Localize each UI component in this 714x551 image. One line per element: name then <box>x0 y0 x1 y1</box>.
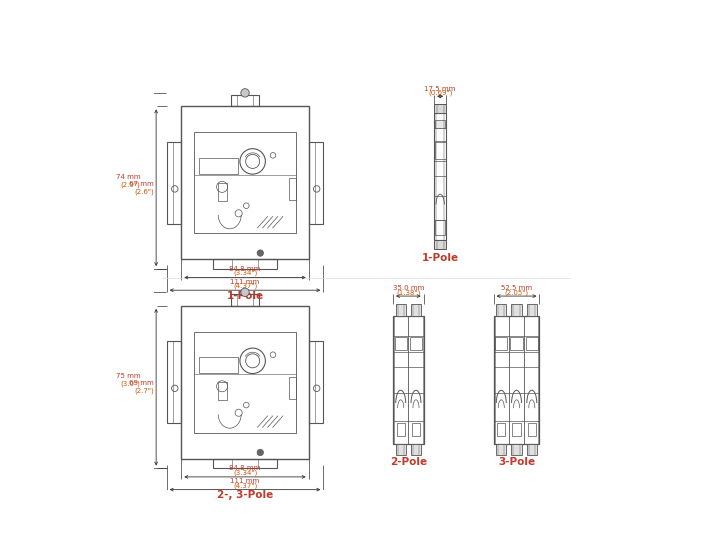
Text: (2.9"): (2.9") <box>121 181 141 188</box>
Bar <box>288 377 296 399</box>
Text: 1-Pole: 1-Pole <box>421 253 458 263</box>
Bar <box>199 357 238 373</box>
Text: 1-Pole: 1-Pole <box>226 291 263 301</box>
Bar <box>213 259 277 269</box>
Bar <box>527 304 537 316</box>
Bar <box>527 444 537 455</box>
Bar <box>411 444 421 455</box>
Bar <box>511 444 522 455</box>
Circle shape <box>241 89 249 97</box>
Bar <box>231 95 259 106</box>
Bar <box>434 240 446 249</box>
Bar <box>513 423 521 436</box>
Text: 111 mm: 111 mm <box>231 279 260 285</box>
Bar <box>396 304 406 316</box>
Text: (2.7"): (2.7") <box>134 388 154 394</box>
Text: (0.69"): (0.69") <box>428 90 453 96</box>
Text: 84.8 mm: 84.8 mm <box>229 466 261 472</box>
Text: 35.0 mm: 35.0 mm <box>393 285 424 291</box>
Bar <box>194 332 296 433</box>
Bar <box>412 423 421 436</box>
Bar <box>308 341 323 423</box>
Bar <box>181 106 308 259</box>
Bar <box>496 304 506 316</box>
Bar <box>218 183 226 201</box>
Bar <box>396 423 405 436</box>
Text: 67 mm: 67 mm <box>129 181 154 187</box>
Bar <box>181 306 308 458</box>
Bar <box>511 337 523 349</box>
Circle shape <box>257 449 263 456</box>
Bar <box>167 341 181 423</box>
Text: 69 mm: 69 mm <box>129 380 154 386</box>
Bar <box>434 113 446 240</box>
Bar <box>435 142 446 159</box>
Bar <box>411 304 421 316</box>
Text: 75 mm: 75 mm <box>116 374 141 380</box>
Bar <box>396 444 406 455</box>
Bar <box>393 316 423 444</box>
Text: (3.0"): (3.0") <box>121 381 141 387</box>
Bar <box>213 458 277 468</box>
Text: 2-, 3-Pole: 2-, 3-Pole <box>217 490 273 500</box>
Bar <box>395 337 407 349</box>
Bar <box>495 337 508 349</box>
Bar <box>528 423 536 436</box>
Circle shape <box>257 250 263 256</box>
Text: 84.8 mm: 84.8 mm <box>229 266 261 272</box>
Bar <box>308 142 323 224</box>
Text: (1.38"): (1.38") <box>396 289 421 296</box>
Bar <box>496 444 506 455</box>
Text: 74 mm: 74 mm <box>116 174 141 180</box>
Text: (4.37"): (4.37") <box>233 482 257 489</box>
Bar <box>199 158 238 174</box>
Text: 52.5 mm: 52.5 mm <box>501 285 532 291</box>
Bar <box>436 121 445 128</box>
Text: 2-Pole: 2-Pole <box>390 457 427 467</box>
Bar <box>511 304 522 316</box>
Bar <box>288 178 296 200</box>
Text: (4.37"): (4.37") <box>233 283 257 289</box>
Bar <box>436 220 445 235</box>
Text: (3.34"): (3.34") <box>233 270 257 277</box>
Bar <box>493 316 540 444</box>
Bar <box>410 337 422 349</box>
Circle shape <box>241 288 249 296</box>
Bar <box>167 142 181 224</box>
Bar <box>194 132 296 233</box>
Bar <box>526 337 538 349</box>
Bar <box>434 104 446 113</box>
Text: 17.5 mm: 17.5 mm <box>425 85 456 91</box>
Text: (3.34"): (3.34") <box>233 469 257 476</box>
Text: (2.05"): (2.05") <box>505 289 528 296</box>
Bar <box>497 423 506 436</box>
Bar <box>231 294 259 306</box>
Text: 111 mm: 111 mm <box>231 478 260 484</box>
Text: (2.6"): (2.6") <box>134 188 154 195</box>
Bar <box>218 382 226 401</box>
Text: 3-Pole: 3-Pole <box>498 457 535 467</box>
